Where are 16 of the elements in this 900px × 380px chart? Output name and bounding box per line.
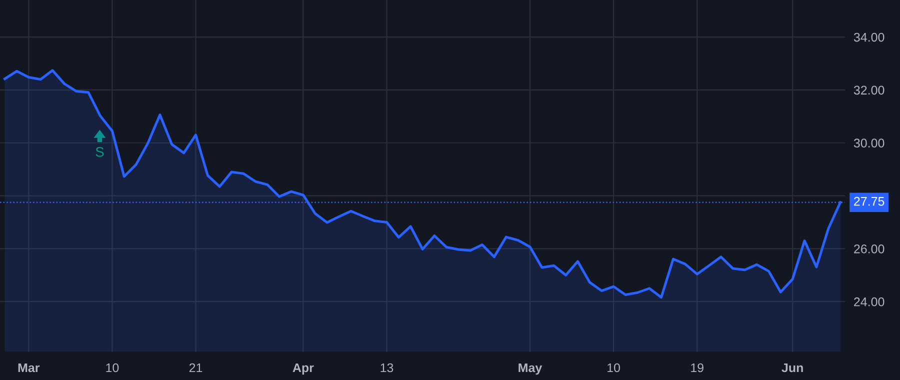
- y-tick-label: 30.00: [854, 138, 884, 148]
- ref-line-label: 27.75: [854, 196, 884, 206]
- x-tick-label: Apr: [292, 363, 314, 375]
- x-tick-label: 19: [691, 363, 704, 372]
- x-tick-label: 13: [380, 363, 394, 372]
- y-tick-label: 26.00: [854, 244, 884, 254]
- x-tick-label: Mar: [18, 363, 40, 372]
- x-tick-label: May: [518, 363, 542, 375]
- annotation: S: [96, 146, 104, 157]
- y-tick-label: 24.00: [854, 297, 884, 306]
- y-tick-label: 34.00: [854, 32, 884, 42]
- x-tick-label: 10: [608, 363, 620, 372]
- x-tick-label: Jun: [782, 363, 803, 372]
- x-tick-label: 21: [189, 363, 202, 372]
- y-tick-label: 32.00: [854, 86, 884, 95]
- x-tick-label: 10: [106, 363, 119, 372]
